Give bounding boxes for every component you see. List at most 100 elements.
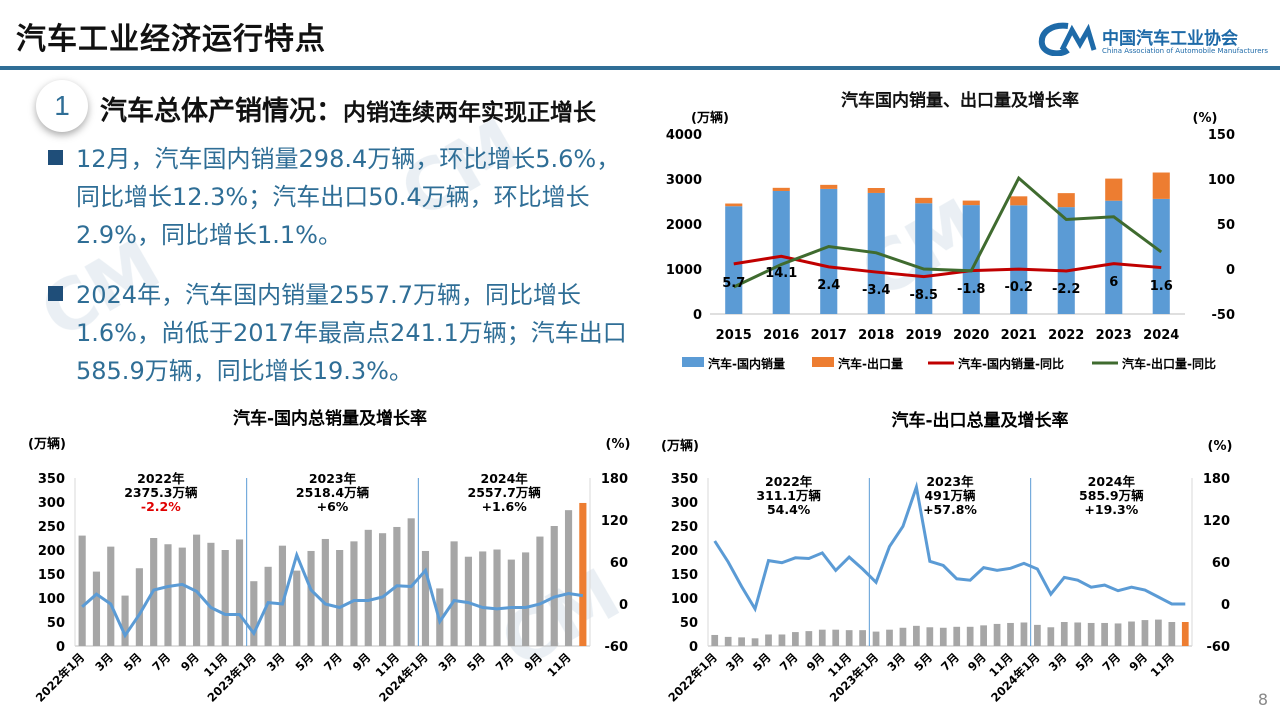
bar-monthly: [293, 570, 301, 646]
bar-domestic: [772, 190, 790, 314]
x-tick-label: 2017: [811, 328, 847, 343]
bar-export: [915, 197, 933, 204]
chart-title: 汽车-国内总销量及增长率: [233, 408, 427, 429]
bar-monthly: [818, 629, 826, 646]
x-tick-label: 9月: [521, 650, 545, 674]
bar-monthly: [178, 547, 186, 646]
bar-monthly: [1034, 624, 1041, 646]
bar-monthly: [939, 627, 947, 646]
section-title-main: 汽车总体产销情况：: [100, 96, 343, 127]
data-label: -2.2: [1052, 282, 1080, 297]
bar-monthly: [522, 552, 530, 646]
bar-monthly: [1087, 622, 1095, 646]
data-label: -1.8: [957, 282, 985, 297]
y-tick-left: 250: [671, 520, 698, 535]
y-tick-left: 1000: [666, 263, 702, 278]
bar-monthly: [859, 630, 866, 646]
y-tick-right: 180: [601, 472, 628, 487]
bar-monthly: [107, 546, 115, 646]
bar-monthly: [1060, 622, 1068, 646]
data-label: 1.6: [1150, 279, 1173, 294]
bar-export: [820, 184, 838, 189]
bar-monthly: [845, 630, 853, 646]
annotation-change: +1.6%: [482, 499, 528, 514]
bar-monthly: [536, 536, 544, 646]
y-tick-right: 50: [1217, 218, 1235, 233]
data-label: 2.4: [817, 278, 840, 293]
section-number: 1: [36, 80, 88, 132]
y-tick-right: 150: [1208, 128, 1235, 143]
x-tick-label: 7月: [777, 650, 801, 674]
bar-monthly: [336, 550, 344, 646]
bar-monthly: [321, 538, 329, 646]
bar-monthly: [1047, 627, 1055, 646]
bar-monthly: [364, 529, 372, 646]
page-title: 汽车工业经济运行特点: [16, 22, 326, 57]
bar-domestic: [725, 206, 743, 314]
bar-domestic: [1010, 205, 1028, 314]
legend-label: 汽车-国内销量: [708, 356, 785, 371]
bar-monthly: [872, 631, 880, 646]
y-tick-right: 120: [1203, 514, 1230, 529]
x-tick-label: 2022年1月: [665, 650, 719, 704]
y-tick-left: 150: [38, 568, 65, 583]
data-label: -0.2: [1005, 280, 1033, 295]
legend-swatch: [812, 357, 834, 367]
x-tick-label: 7月: [321, 650, 345, 674]
bar-monthly: [207, 542, 215, 646]
y-tick-right: 100: [1208, 173, 1235, 188]
y-tick-right: -60: [1207, 640, 1231, 655]
y-axis-right-label: (%): [1193, 111, 1218, 126]
x-tick-label: 11月: [1148, 650, 1177, 679]
legend-label: 汽车-出口量-同比: [1122, 356, 1216, 371]
chart-title: 汽车-出口总量及增长率: [891, 410, 1068, 431]
annotation-total: 2375.3万辆: [124, 485, 198, 500]
annotation-change: 54.4%: [767, 502, 811, 517]
y-tick-right: 180: [1203, 472, 1230, 487]
bar-monthly: [1007, 622, 1014, 646]
bullet-square-icon: [48, 286, 63, 301]
bar-monthly: [493, 549, 501, 646]
y-tick-right: 0: [619, 598, 628, 613]
bar-monthly: [899, 627, 907, 646]
bar-monthly: [307, 550, 315, 646]
bar-monthly: [450, 541, 458, 646]
annotation-change: -2.2%: [141, 499, 181, 514]
x-tick-label: 3月: [1046, 650, 1070, 674]
bar-export: [1105, 178, 1123, 201]
annotation-year: 2022年: [137, 471, 185, 486]
y-tick-left: 250: [38, 520, 65, 535]
bar-monthly: [407, 518, 415, 646]
bar-export: [962, 200, 980, 206]
y-axis-left-label: (万辆): [691, 110, 729, 126]
bar-monthly: [78, 535, 86, 646]
x-tick-label: 9月: [965, 650, 989, 674]
line-growth: [713, 481, 1186, 613]
data-label: 6: [1109, 275, 1118, 290]
y-tick-left: 350: [38, 472, 65, 487]
bar-monthly: [164, 544, 172, 646]
annotation-year: 2024年: [1088, 474, 1136, 489]
bar-monthly: [980, 625, 987, 646]
y-tick-left: 200: [671, 544, 698, 559]
bar-monthly: [953, 626, 961, 646]
bar-monthly: [1181, 622, 1189, 646]
section-title: 汽车总体产销情况：内销连续两年实现正增长: [100, 89, 596, 128]
bar-monthly: [1128, 621, 1135, 646]
x-tick-label: 9月: [350, 650, 374, 674]
x-tick-label: 7月: [938, 650, 962, 674]
bar-monthly: [993, 623, 1001, 646]
legend-label: 汽车-出口量: [838, 356, 903, 371]
y-tick-left: 50: [47, 616, 65, 631]
annotation-total: 491万辆: [924, 488, 976, 503]
section-subtitle: 内销连续两年实现正增长: [343, 100, 596, 126]
y-tick-left: 300: [38, 496, 65, 511]
x-tick-label: 5月: [121, 650, 145, 674]
chart-title: 汽车国内销量、出口量及增长率: [841, 90, 1079, 111]
y-tick-right: 60: [610, 556, 628, 571]
bar-monthly: [564, 510, 573, 646]
bar-monthly: [350, 541, 358, 646]
x-tick-label: 2015: [716, 328, 752, 343]
bar-monthly: [751, 638, 759, 646]
bullet-item: 12月，汽车国内销量298.4万辆，环比增长5.6%，同比增长12.3%；汽车出…: [48, 140, 638, 254]
